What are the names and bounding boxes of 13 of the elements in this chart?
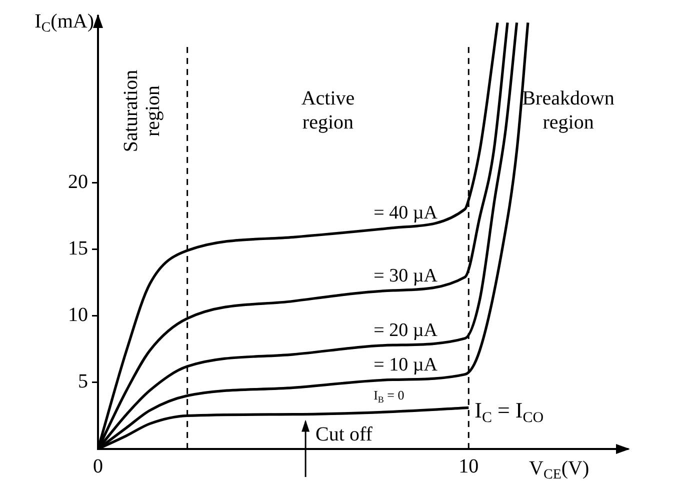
y-tick-label: 15 [68,237,88,260]
annotation: Active region [301,87,355,134]
annotation: Saturation region [120,70,164,152]
y-tick-label: 20 [68,170,88,193]
y-tick-label: 10 [68,304,88,326]
annotation: Breakdown region [522,87,614,134]
series-label: = 30 µA [374,266,438,287]
series-label: = 20 µA [374,320,438,341]
series-label: = 40 µA [374,202,438,224]
x-tick-label: 0 [93,455,103,478]
series-label: = 10 µA [374,354,438,376]
y-tick-label: 5 [78,370,88,393]
annotation: Cut off [316,423,373,446]
